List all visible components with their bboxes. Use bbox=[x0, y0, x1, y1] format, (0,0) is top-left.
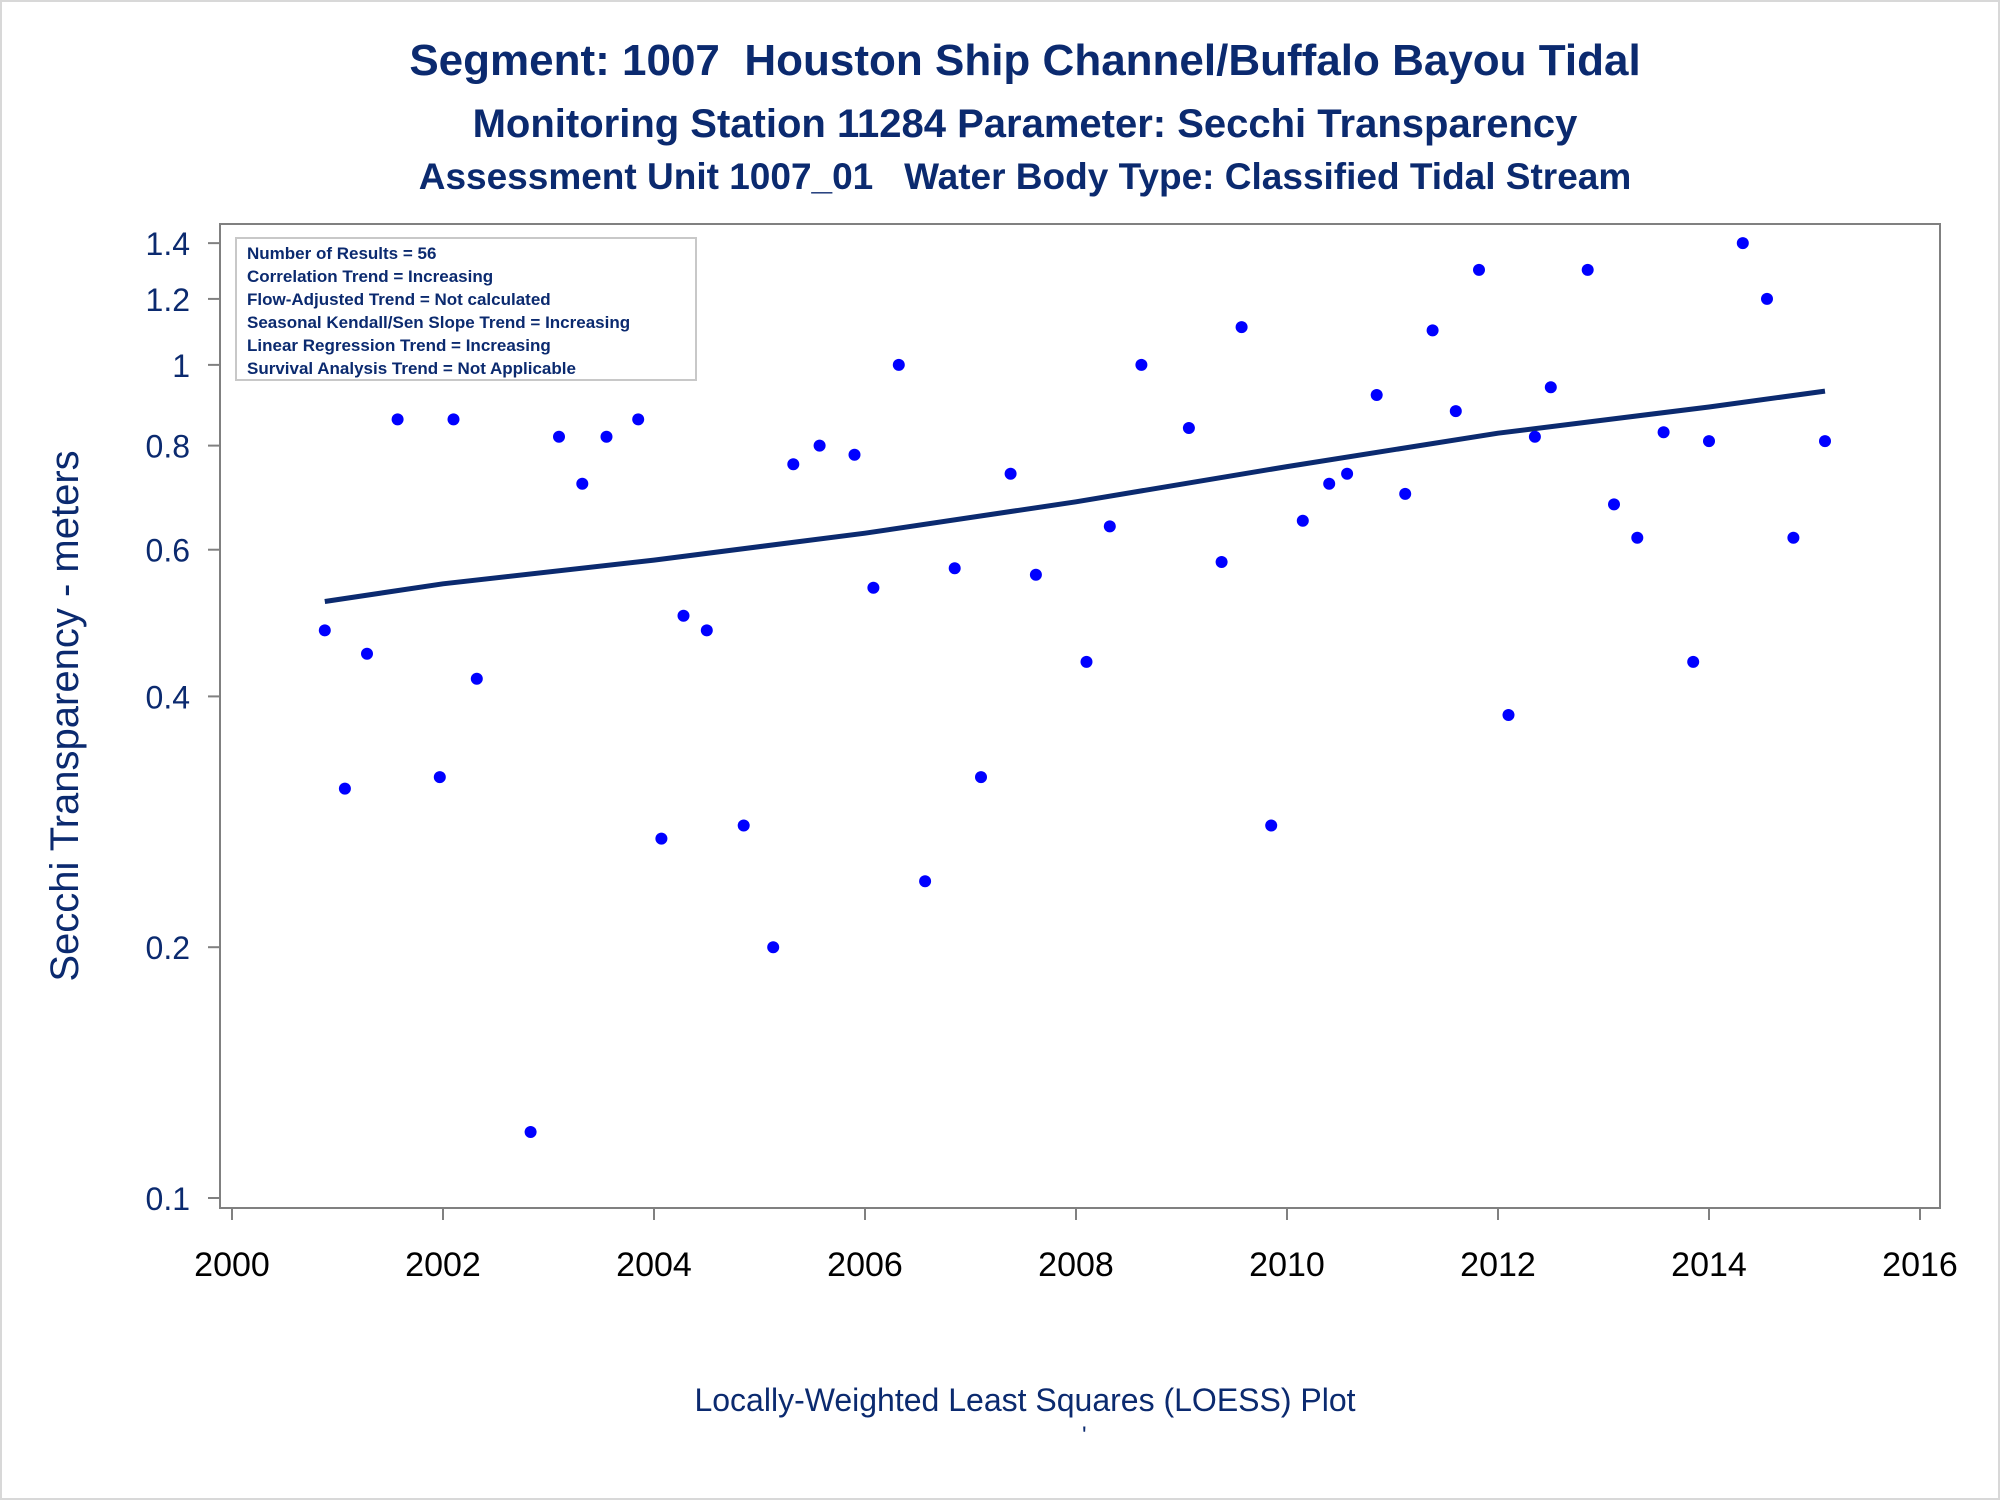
x-tick-label: 2008 bbox=[1038, 1246, 1114, 1284]
data-point bbox=[1370, 389, 1383, 401]
data-point bbox=[318, 624, 331, 637]
y-tick-label: 0.1 bbox=[146, 1181, 190, 1217]
x-tick-label: 2016 bbox=[1882, 1246, 1958, 1284]
data-point bbox=[1135, 358, 1148, 371]
data-point bbox=[787, 458, 800, 471]
data-point bbox=[553, 430, 565, 443]
y-tick-label: 0.6 bbox=[146, 533, 190, 569]
stats-box-frame bbox=[235, 237, 697, 381]
y-tick-label: 0.8 bbox=[146, 429, 190, 465]
x-tick-label: 2002 bbox=[405, 1246, 481, 1284]
data-point bbox=[1449, 405, 1462, 418]
data-point bbox=[1080, 655, 1093, 668]
data-point bbox=[1399, 487, 1412, 500]
data-point bbox=[524, 1126, 537, 1138]
chart-title: Segment: 1007 Houston Ship Channel/Buffa… bbox=[409, 36, 1641, 85]
data-point bbox=[600, 430, 613, 443]
data-point bbox=[338, 782, 351, 795]
data-point bbox=[1687, 655, 1700, 668]
data-point bbox=[1502, 709, 1515, 721]
data-point bbox=[433, 771, 446, 784]
data-point bbox=[1819, 435, 1831, 448]
data-point bbox=[447, 413, 460, 426]
data-point bbox=[1736, 237, 1749, 250]
stats-line: Correlation Trend = Increasing bbox=[247, 267, 493, 286]
y-axis-label: Secchi Transparency - meters bbox=[43, 450, 87, 981]
data-point bbox=[1631, 531, 1644, 544]
data-point bbox=[975, 771, 987, 784]
data-point bbox=[1787, 531, 1800, 544]
data-point bbox=[1528, 430, 1541, 443]
x-axis: 2000 2002 2004 2006 2008 2010 2012 2014 2016 bbox=[194, 1208, 1958, 1284]
data-point bbox=[1215, 556, 1228, 568]
data-point bbox=[867, 581, 880, 594]
data-point bbox=[677, 609, 690, 622]
stats-lines: Number of Results = 56 Correlation Trend … bbox=[247, 244, 630, 378]
data-point bbox=[1296, 514, 1309, 527]
data-point bbox=[1581, 263, 1594, 276]
y-tick-label: 0.4 bbox=[146, 679, 190, 715]
stats-line: Linear Regression Trend = Increasing bbox=[247, 336, 551, 355]
chart-subtitle: Monitoring Station 11284 Parameter: Secc… bbox=[472, 102, 1578, 146]
x-tick-label: 2000 bbox=[194, 1246, 270, 1284]
x-tick-label: 2014 bbox=[1671, 1246, 1747, 1284]
data-point bbox=[1608, 498, 1620, 511]
y-tick-label: 0.2 bbox=[146, 930, 190, 966]
data-point bbox=[632, 413, 645, 426]
footnote: Locally-Weighted Least Squares (LOESS) P… bbox=[694, 1382, 1356, 1418]
data-point bbox=[1544, 381, 1557, 394]
data-point bbox=[1182, 422, 1195, 434]
x-tick-label: 2010 bbox=[1249, 1246, 1325, 1284]
x-tick-label: 2004 bbox=[616, 1246, 692, 1284]
stats-line: Seasonal Kendall/Sen Slope Trend = Incre… bbox=[247, 313, 630, 332]
data-point bbox=[1004, 467, 1017, 480]
data-point bbox=[361, 647, 373, 660]
data-point bbox=[1341, 467, 1354, 480]
data-point bbox=[655, 832, 668, 845]
data-point bbox=[737, 819, 750, 832]
data-point bbox=[470, 672, 483, 685]
data-point bbox=[948, 562, 961, 575]
data-point bbox=[1426, 324, 1439, 337]
footnote-mark: ' bbox=[1082, 1422, 1087, 1449]
plot-area bbox=[219, 223, 1941, 1209]
data-point bbox=[391, 413, 404, 426]
data-point bbox=[1103, 520, 1116, 533]
stats-line: Number of Results = 56 bbox=[247, 244, 436, 263]
trend-line-group bbox=[324, 388, 1826, 604]
stats-box: Number of Results = 56 Correlation Trend … bbox=[235, 237, 697, 381]
y-tick-label: 1.4 bbox=[146, 226, 190, 262]
loess-trend-line bbox=[324, 388, 1826, 604]
data-point bbox=[1323, 477, 1336, 490]
x-tick-label: 2006 bbox=[827, 1246, 903, 1284]
data-point bbox=[1265, 819, 1278, 832]
x-tick-label: 2012 bbox=[1460, 1246, 1536, 1284]
data-point bbox=[919, 875, 932, 888]
data-point bbox=[813, 439, 826, 452]
data-point bbox=[1657, 426, 1670, 439]
data-point bbox=[576, 477, 589, 490]
stats-line: Flow-Adjusted Trend = Not calculated bbox=[247, 290, 551, 309]
data-point bbox=[1703, 435, 1715, 448]
chart-subtitle-2: Assessment Unit 1007_01 Water Body Type:… bbox=[418, 156, 1632, 197]
stats-line: Survival Analysis Trend = Not Applicable bbox=[247, 359, 576, 378]
data-point bbox=[700, 624, 713, 637]
y-tick-label: 1 bbox=[172, 348, 190, 384]
data-point bbox=[767, 941, 780, 954]
data-point bbox=[892, 358, 905, 371]
data-point bbox=[1761, 292, 1773, 305]
data-point bbox=[1029, 568, 1042, 581]
data-point bbox=[1235, 321, 1248, 334]
data-point bbox=[848, 448, 861, 461]
data-point bbox=[1473, 263, 1485, 276]
y-axis: 0.1 0.2 0.4 0.6 0.8 1 1.2 1.4 bbox=[146, 226, 220, 1217]
data-points bbox=[318, 237, 1831, 1138]
y-tick-label: 1.2 bbox=[146, 282, 190, 318]
